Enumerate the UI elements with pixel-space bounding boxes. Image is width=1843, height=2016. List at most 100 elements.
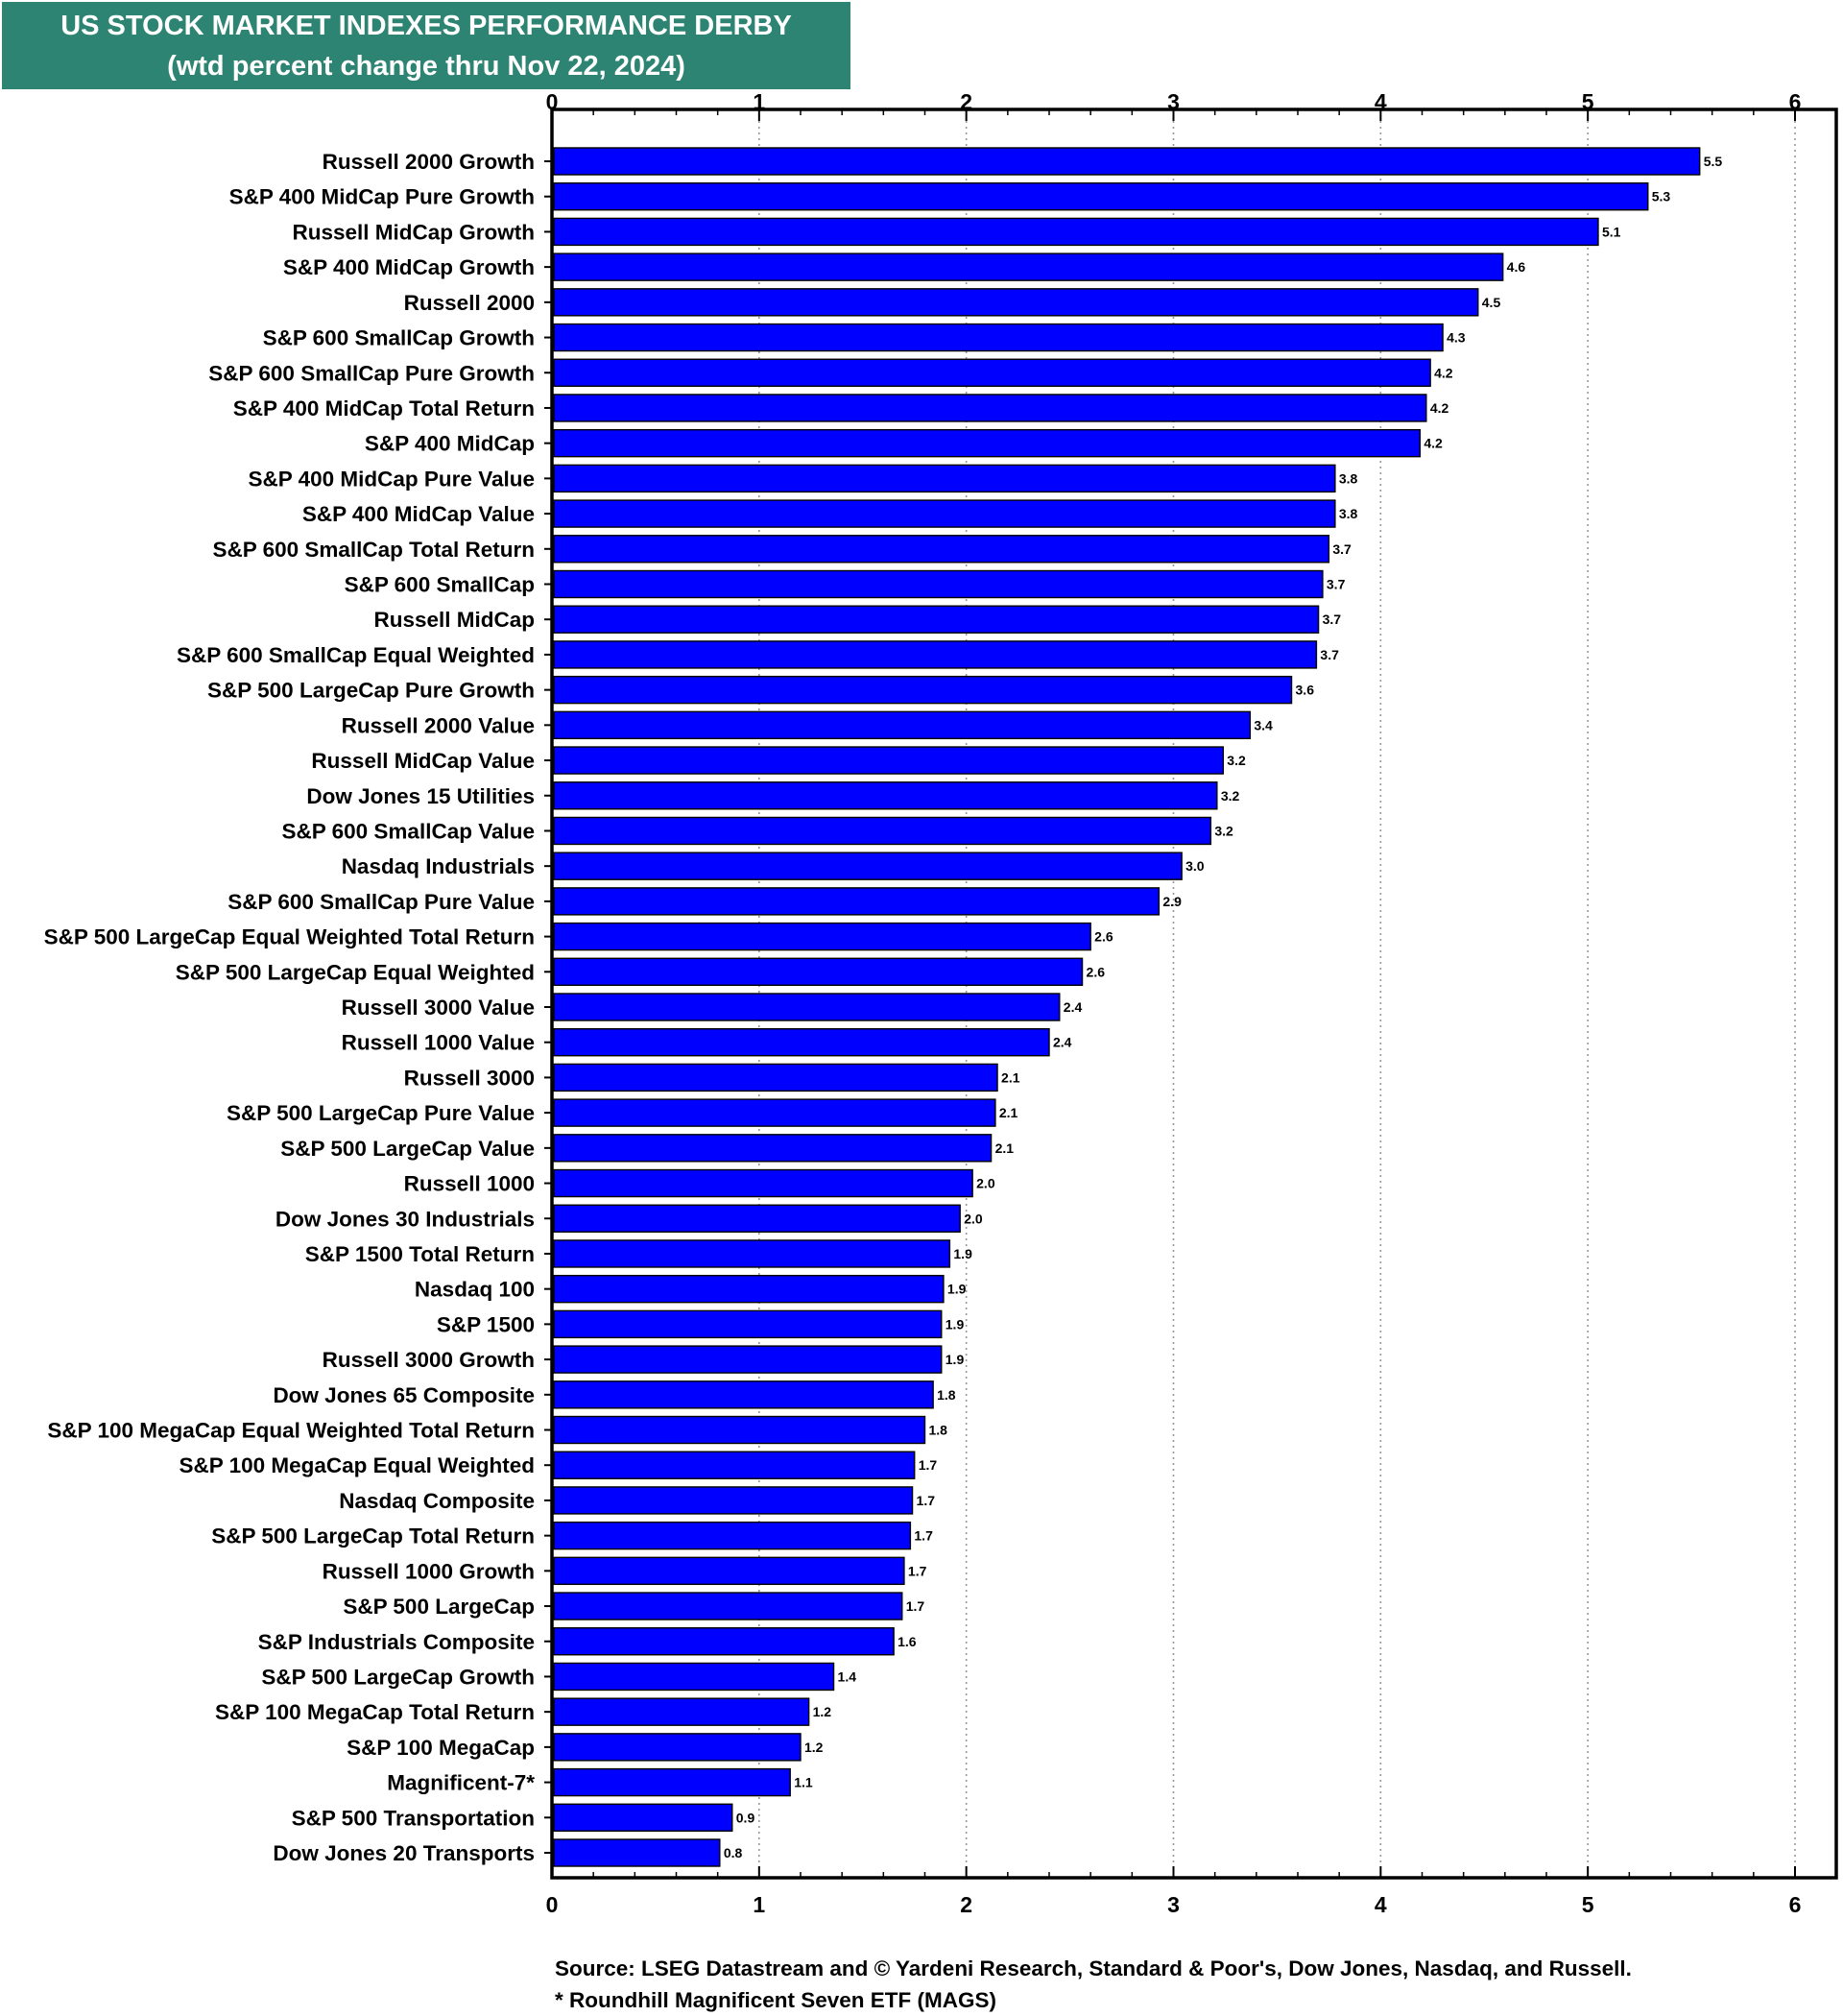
data-label: 3.0: [1185, 858, 1205, 874]
x-tick-label-bottom: 4: [1375, 1892, 1387, 1917]
data-label: 3.4: [1254, 717, 1273, 732]
category-label: S&P 500 LargeCap Equal Weighted Total Re…: [44, 925, 535, 949]
category-label: S&P 100 MegaCap: [347, 1736, 535, 1760]
data-label: 4.5: [1482, 295, 1501, 310]
bar: [553, 957, 1084, 986]
category-label: S&P 600 SmallCap Pure Growth: [208, 361, 535, 385]
category-label: Dow Jones 30 Industrials: [275, 1207, 535, 1231]
data-label: 1.7: [919, 1457, 938, 1473]
bar: [553, 922, 1091, 951]
category-label: Magnificent-7*: [387, 1771, 535, 1795]
bar: [553, 535, 1330, 564]
data-label: 3.8: [1339, 470, 1358, 486]
data-label: 2.4: [1053, 1035, 1072, 1050]
data-label: 1.9: [947, 1282, 967, 1297]
data-label: 2.9: [1162, 894, 1182, 909]
bar: [553, 182, 1649, 211]
bar: [553, 569, 1324, 599]
x-tick-label-bottom: 5: [1582, 1892, 1594, 1917]
data-label: 3.7: [1320, 647, 1339, 662]
data-label: 1.9: [945, 1316, 965, 1332]
chart-subtitle: (wtd percent change thru Nov 22, 2024): [167, 51, 685, 82]
x-tick-label-bottom: 0: [546, 1892, 559, 1917]
chart-title: US STOCK MARKET INDEXES PERFORMANCE DERB…: [60, 11, 792, 41]
category-labels: Russell 2000 Growth 5.5 S&P 400 MidCap Pur…: [44, 150, 1723, 1865]
category-label: Dow Jones 20 Transports: [273, 1841, 535, 1865]
bar: [553, 1627, 895, 1656]
footer: Source: LSEG Datastream and © Yardeni Re…: [555, 1953, 1632, 2016]
category-label: Nasdaq 100: [415, 1278, 535, 1302]
category-label: S&P 600 SmallCap Pure Value: [227, 890, 535, 914]
data-label: 2.0: [964, 1211, 983, 1226]
category-label: Russell 2000: [404, 291, 535, 315]
data-label: 1.9: [945, 1352, 965, 1367]
bar: [553, 710, 1252, 740]
bar: [553, 1380, 934, 1409]
data-label: 1.2: [804, 1740, 824, 1755]
bar: [553, 1486, 914, 1515]
category-label: Russell 1000: [404, 1172, 535, 1196]
bar: [553, 1556, 905, 1586]
category-label: Russell 1000 Value: [342, 1031, 535, 1055]
data-label: 0.8: [724, 1845, 743, 1860]
category-label: Nasdaq Industrials: [342, 854, 535, 878]
bar: [553, 147, 1701, 176]
x-tick-label-bottom: 3: [1167, 1892, 1180, 1917]
x-tick-label-bottom: 6: [1789, 1892, 1802, 1917]
category-label: Russell 2000 Value: [342, 713, 535, 737]
bar: [553, 1345, 943, 1374]
data-label: 3.7: [1332, 541, 1352, 557]
data-label: 3.7: [1323, 612, 1342, 627]
category-label: S&P 500 LargeCap Equal Weighted: [176, 960, 535, 984]
data-label: 3.2: [1214, 823, 1233, 838]
data-label: 5.5: [1704, 154, 1723, 169]
data-label: 2.6: [1094, 929, 1113, 945]
bar: [553, 394, 1427, 422]
data-label: 3.6: [1296, 683, 1315, 698]
category-label: S&P 600 SmallCap Growth: [263, 326, 535, 350]
data-label: 3.7: [1327, 577, 1346, 592]
category-label: Russell MidCap Value: [311, 749, 535, 773]
bar: [553, 1098, 996, 1127]
category-label: S&P 500 LargeCap Growth: [261, 1665, 535, 1689]
bar: [553, 358, 1431, 387]
category-label: S&P 600 SmallCap: [345, 573, 535, 597]
x-tick-label-bottom: 2: [960, 1892, 972, 1917]
data-label: 1.7: [914, 1528, 933, 1544]
plot-frame: [550, 108, 1838, 1880]
data-label: 2.6: [1087, 964, 1106, 979]
data-label: 5.3: [1652, 189, 1671, 204]
category-label: S&P 600 SmallCap Equal Weighted: [177, 643, 535, 667]
x-tick-label-bottom: 1: [753, 1892, 765, 1917]
data-label: 1.2: [813, 1704, 832, 1719]
bar: [553, 1239, 951, 1268]
bar: [553, 1521, 912, 1550]
data-label: 4.2: [1430, 400, 1449, 416]
bar: [553, 1592, 903, 1620]
category-label: S&P 500 LargeCap Pure Growth: [207, 679, 535, 703]
bar: [553, 1803, 733, 1832]
category-label: S&P 1500: [437, 1312, 535, 1336]
bar: [553, 1274, 945, 1304]
category-label: S&P 400 MidCap Total Return: [233, 396, 535, 420]
data-label: 1.8: [929, 1423, 948, 1438]
chart-title-box: US STOCK MARKET INDEXES PERFORMANCE DERB…: [2, 2, 850, 89]
data-label: 1.1: [794, 1775, 813, 1790]
data-label: 0.9: [736, 1810, 755, 1825]
data-label: 4.6: [1507, 259, 1526, 275]
bar: [553, 1697, 810, 1726]
bar: [553, 1028, 1050, 1057]
data-label: 1.7: [917, 1493, 936, 1508]
data-label: 2.1: [1001, 1069, 1020, 1085]
bar: [553, 1415, 926, 1445]
category-label: S&P 600 SmallCap Total Return: [212, 538, 535, 562]
category-label: Russell MidCap: [373, 608, 535, 632]
category-label: Russell 3000 Value: [342, 996, 535, 1020]
category-label: S&P 400 MidCap Pure Growth: [229, 185, 535, 209]
category-label: S&P 100 MegaCap Total Return: [215, 1700, 535, 1724]
bar: [553, 781, 1218, 810]
bar: [553, 1733, 802, 1762]
bar: [553, 323, 1444, 352]
bar: [553, 288, 1479, 317]
